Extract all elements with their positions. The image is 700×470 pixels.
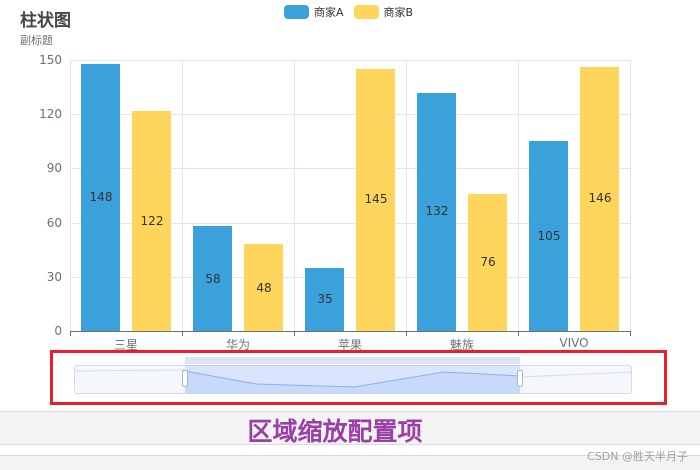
grid-vline bbox=[182, 60, 183, 331]
bar-huawei-b[interactable] bbox=[244, 244, 283, 331]
highlight-box bbox=[50, 350, 667, 405]
y-tick-60: 60 bbox=[46, 216, 62, 230]
grid-vline bbox=[406, 60, 407, 331]
bar-label: 146 bbox=[588, 191, 612, 205]
grid-vline bbox=[294, 60, 295, 331]
x-label: 魅族 bbox=[449, 338, 474, 352]
gridline bbox=[70, 114, 631, 115]
legend-item-b[interactable]: 商家B bbox=[353, 4, 414, 20]
grid-vline bbox=[518, 60, 519, 331]
chart-title: 柱状图 bbox=[20, 11, 71, 31]
bar-apple-b[interactable] bbox=[356, 69, 395, 331]
y-tick-30: 30 bbox=[46, 270, 62, 284]
bar-label: 48 bbox=[256, 281, 272, 295]
chart-subtitle: 副标题 bbox=[20, 34, 53, 47]
x-tick-mark bbox=[70, 331, 71, 336]
bar-label: 58 bbox=[205, 272, 221, 286]
x-label: 华为 bbox=[225, 338, 250, 352]
legend-item-a[interactable]: 商家A bbox=[284, 4, 344, 20]
y-tick-0: 0 bbox=[54, 324, 62, 338]
gridline bbox=[70, 60, 631, 61]
data-zoom-handle-left[interactable] bbox=[182, 370, 188, 387]
legend: 商家A 商家B bbox=[284, 4, 423, 20]
x-tick-mark bbox=[182, 331, 183, 336]
bar-apple-a[interactable] bbox=[305, 268, 344, 331]
bar-meizu-a[interactable] bbox=[417, 93, 456, 331]
x-tick-mark bbox=[518, 331, 519, 336]
bar-sanxing-b[interactable] bbox=[132, 111, 171, 331]
x-label: 苹果 bbox=[337, 338, 362, 352]
bar-label: 105 bbox=[537, 229, 561, 243]
bar-label: 35 bbox=[317, 292, 333, 306]
legend-swatch-b-icon bbox=[353, 5, 379, 19]
annotation-caption: 区域缩放配置项 bbox=[247, 417, 423, 446]
bar-label: 148 bbox=[89, 190, 113, 204]
bar-meizu-b[interactable] bbox=[468, 194, 507, 331]
data-zoom-move-bar[interactable] bbox=[185, 357, 520, 364]
bar-label: 122 bbox=[140, 214, 164, 228]
bar-label: 132 bbox=[425, 204, 449, 218]
x-label: 三星 bbox=[113, 338, 138, 352]
y-tick-90: 90 bbox=[46, 161, 62, 175]
x-tick-mark bbox=[406, 331, 407, 336]
gridline bbox=[70, 277, 631, 278]
legend-label-b: 商家B bbox=[383, 6, 414, 19]
bar-vivo-b[interactable] bbox=[580, 67, 619, 331]
grid-vline bbox=[630, 60, 631, 331]
watermark: CSDN @胜天半月子 bbox=[587, 450, 688, 463]
bar-label: 76 bbox=[480, 255, 496, 269]
bar-vivo-a[interactable] bbox=[529, 141, 568, 331]
y-tick-150: 150 bbox=[39, 53, 62, 67]
y-tick-120: 120 bbox=[39, 107, 62, 121]
gridline bbox=[70, 223, 631, 224]
caption-band bbox=[0, 411, 700, 445]
legend-label-a: 商家A bbox=[314, 6, 344, 19]
data-zoom-handle-right[interactable] bbox=[517, 370, 523, 387]
x-label: VIVO bbox=[559, 336, 589, 350]
x-tick-mark bbox=[630, 331, 631, 336]
bar-huawei-a[interactable] bbox=[193, 226, 232, 331]
bar-label: 145 bbox=[364, 192, 388, 206]
data-zoom-selected-preview-icon bbox=[185, 370, 520, 394]
grid-vline bbox=[70, 60, 71, 331]
bar-sanxing-a[interactable] bbox=[81, 64, 120, 331]
x-axis-line bbox=[70, 331, 631, 332]
x-tick-mark bbox=[294, 331, 295, 336]
gridline bbox=[70, 168, 631, 169]
legend-swatch-a-icon bbox=[284, 5, 309, 19]
bottom-band bbox=[0, 455, 700, 470]
